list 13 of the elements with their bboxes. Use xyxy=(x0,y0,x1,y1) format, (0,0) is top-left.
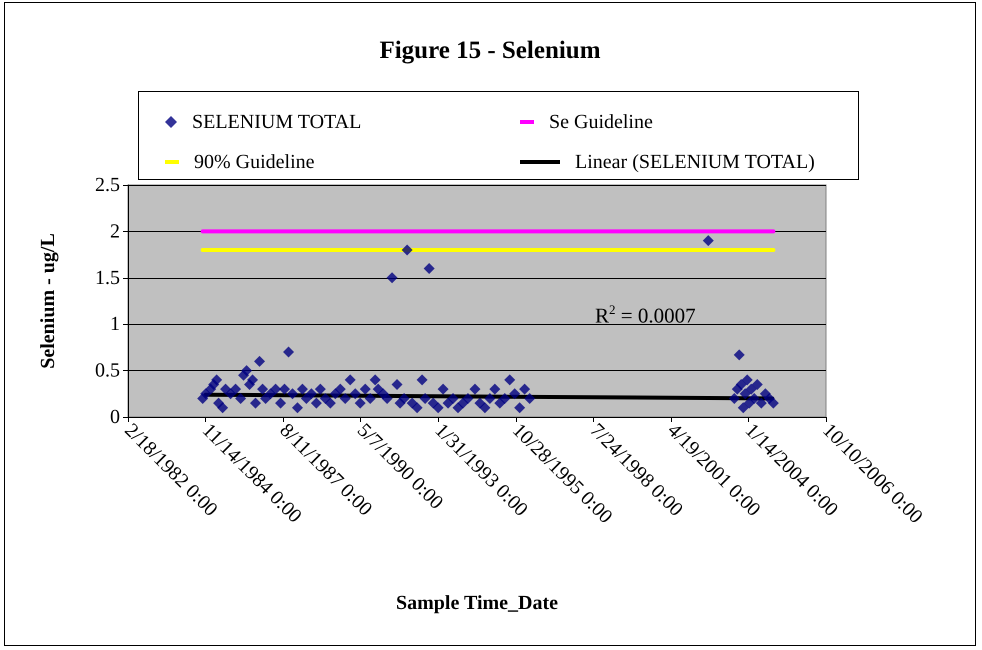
y-tick-label: 0 xyxy=(110,406,120,428)
legend-label: Se Guideline xyxy=(549,111,653,133)
y-tick-label: 0.5 xyxy=(95,360,120,382)
y-tick-label: 1 xyxy=(110,313,120,336)
legend-label: SELENIUM TOTAL xyxy=(192,111,362,133)
x-axis-title: Sample Time_Date xyxy=(396,592,558,614)
legend-label: 90% Guideline xyxy=(194,151,315,173)
legend-label: Linear (SELENIUM TOTAL) xyxy=(575,151,815,173)
y-tick-label: 2.5 xyxy=(95,174,120,196)
chart-title: Figure 15 - Selenium xyxy=(379,37,601,64)
y-tick-label: 2 xyxy=(110,220,120,242)
y-tick-label: 1.5 xyxy=(95,266,120,289)
y-axis-title: Selenium - ug/L xyxy=(37,233,59,369)
